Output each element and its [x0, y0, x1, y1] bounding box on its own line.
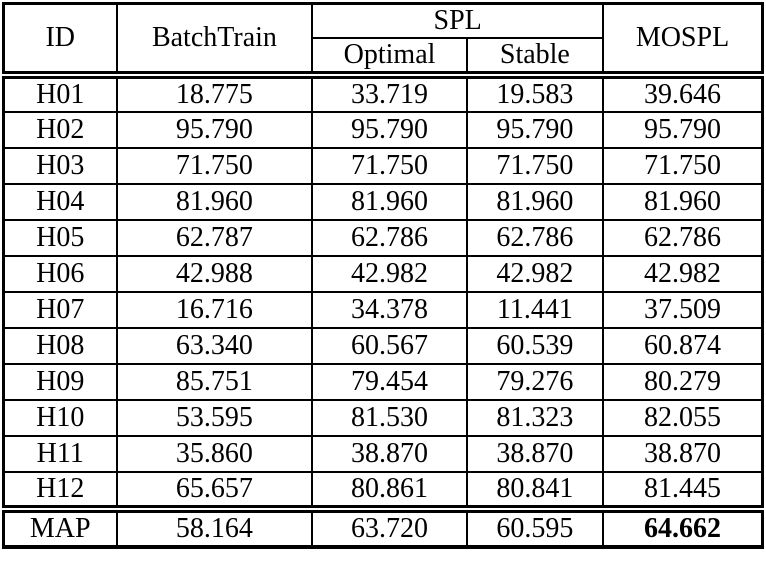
batchtrain-cell: 58.164 — [115, 505, 314, 548]
row-id-cell: H10 — [2, 399, 118, 437]
header-cell-mospl: MOSPL — [602, 2, 764, 79]
batchtrain-cell: 71.750 — [115, 147, 314, 185]
row-id-cell: H05 — [2, 219, 118, 257]
table-row: H06 42.988 42.982 42.982 42.982 — [2, 255, 764, 293]
table-row: H03 71.750 71.750 71.750 71.750 — [2, 147, 764, 185]
table-row: H01 18.775 33.719 19.583 39.646 — [2, 74, 764, 113]
table-row: H10 53.595 81.530 81.323 82.055 — [2, 399, 764, 437]
batchtrain-cell: 95.790 — [115, 111, 314, 149]
mospl-cell: 38.870 — [602, 435, 764, 473]
stable-cell: 38.870 — [465, 435, 605, 473]
mospl-cell: 39.646 — [602, 74, 764, 113]
results-table: ID BatchTrain SPL MOSPL Optimal Stable H… — [2, 2, 764, 549]
header-row-top: ID BatchTrain SPL MOSPL — [2, 2, 764, 79]
batchtrain-cell: 85.751 — [115, 363, 314, 401]
stable-cell: 19.583 — [465, 74, 605, 113]
mospl-cell: 81.445 — [602, 471, 764, 510]
stable-cell: 81.960 — [465, 183, 605, 221]
optimal-cell: 60.567 — [311, 327, 468, 365]
header-cell-spl-group: SPL — [311, 2, 604, 39]
stable-cell: 79.276 — [465, 363, 605, 401]
batchtrain-cell: 42.988 — [115, 255, 314, 293]
row-id-cell: H03 — [2, 147, 118, 185]
optimal-cell: 80.861 — [311, 471, 468, 510]
mospl-cell: 62.786 — [602, 219, 764, 257]
stable-cell: 11.441 — [465, 291, 605, 329]
header-cell-batchtrain: BatchTrain — [115, 2, 314, 79]
table-row: H08 63.340 60.567 60.539 60.874 — [2, 327, 764, 365]
mospl-cell: 71.750 — [602, 147, 764, 185]
table-header: ID BatchTrain SPL MOSPL Optimal Stable — [2, 2, 764, 79]
row-id-cell: MAP — [2, 505, 118, 548]
table-body: H01 18.775 33.719 19.583 39.646 H02 95.7… — [2, 74, 764, 548]
optimal-cell: 71.750 — [311, 147, 468, 185]
mospl-cell: 42.982 — [602, 255, 764, 293]
row-id-cell: H11 — [2, 435, 118, 473]
row-id-cell: H12 — [2, 471, 118, 510]
row-id-cell: H08 — [2, 327, 118, 365]
stable-cell: 42.982 — [465, 255, 605, 293]
table-row: H04 81.960 81.960 81.960 81.960 — [2, 183, 764, 221]
header-cell-stable: Stable — [465, 37, 605, 79]
mospl-cell: 80.279 — [602, 363, 764, 401]
table-row: H05 62.787 62.786 62.786 62.786 — [2, 219, 764, 257]
batchtrain-cell: 65.657 — [115, 471, 314, 510]
stable-cell: 60.539 — [465, 327, 605, 365]
row-id-cell: H09 — [2, 363, 118, 401]
row-id-cell: H06 — [2, 255, 118, 293]
batchtrain-cell: 63.340 — [115, 327, 314, 365]
header-row-sub: Optimal Stable — [4, 37, 763, 79]
row-id-cell: H04 — [2, 183, 118, 221]
results-table-container: ID BatchTrain SPL MOSPL Optimal Stable H… — [2, 2, 764, 549]
stable-cell: 95.790 — [465, 111, 605, 149]
mospl-cell: 82.055 — [602, 399, 764, 437]
optimal-cell: 79.454 — [311, 363, 468, 401]
stable-cell: 62.786 — [465, 219, 605, 257]
optimal-cell: 38.870 — [311, 435, 468, 473]
stable-cell: 81.323 — [465, 399, 605, 437]
row-id-cell: H01 — [2, 74, 118, 113]
batchtrain-cell: 81.960 — [115, 183, 314, 221]
batchtrain-cell: 18.775 — [115, 74, 314, 113]
optimal-cell: 81.530 — [311, 399, 468, 437]
batchtrain-cell: 62.787 — [115, 219, 314, 257]
header-cell-optimal: Optimal — [311, 37, 468, 79]
optimal-cell: 33.719 — [311, 74, 468, 113]
optimal-cell: 62.786 — [311, 219, 468, 257]
mospl-cell-best: 64.662 — [602, 505, 764, 548]
table-row: H11 35.860 38.870 38.870 38.870 — [2, 435, 764, 473]
optimal-cell: 63.720 — [311, 505, 468, 548]
table-row: H02 95.790 95.790 95.790 95.790 — [2, 111, 764, 149]
stable-cell: 71.750 — [465, 147, 605, 185]
stable-cell: 60.595 — [465, 505, 605, 548]
optimal-cell: 81.960 — [311, 183, 468, 221]
row-id-cell: H07 — [2, 291, 118, 329]
mospl-cell: 60.874 — [602, 327, 764, 365]
table-row: H12 65.657 80.861 80.841 81.445 — [2, 471, 764, 510]
mospl-cell: 81.960 — [602, 183, 764, 221]
optimal-cell: 95.790 — [311, 111, 468, 149]
table-row: H09 85.751 79.454 79.276 80.279 — [2, 363, 764, 401]
summary-row-map: MAP 58.164 63.720 60.595 64.662 — [2, 505, 764, 548]
table-row: H07 16.716 34.378 11.441 37.509 — [2, 291, 764, 329]
optimal-cell: 34.378 — [311, 291, 468, 329]
batchtrain-cell: 35.860 — [115, 435, 314, 473]
optimal-cell: 42.982 — [311, 255, 468, 293]
batchtrain-cell: 53.595 — [115, 399, 314, 437]
mospl-cell: 95.790 — [602, 111, 764, 149]
row-id-cell: H02 — [2, 111, 118, 149]
stable-cell: 80.841 — [465, 471, 605, 510]
header-cell-id: ID — [2, 2, 118, 79]
batchtrain-cell: 16.716 — [115, 291, 314, 329]
mospl-cell: 37.509 — [602, 291, 764, 329]
